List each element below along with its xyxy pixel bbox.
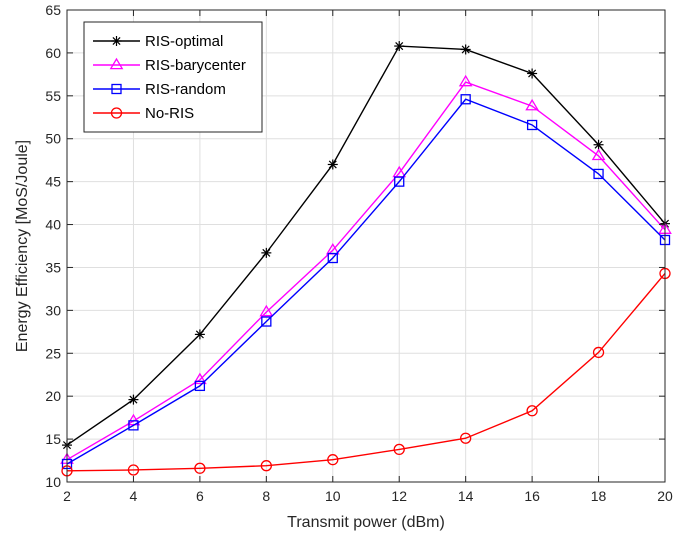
data-point-no-ris [526, 405, 538, 417]
data-point-no-ris [260, 460, 272, 472]
x-tick-label: 18 [591, 488, 607, 504]
series-ris-random [61, 94, 671, 470]
y-tick-label: 45 [45, 174, 61, 190]
series-line-ris-barycenter [66, 81, 666, 461]
y-tick-label: 60 [45, 45, 61, 61]
legend-label: RIS-random [145, 81, 226, 98]
x-tick-label: 4 [130, 488, 138, 504]
legend-label: No-RIS [145, 105, 194, 122]
legend-label: RIS-optimal [145, 33, 223, 50]
data-point-no-ris [127, 464, 140, 476]
data-point-ris-random [194, 380, 206, 392]
data-point-ris-random [460, 94, 471, 105]
data-point-no-ris [460, 432, 472, 444]
data-point-ris-random [593, 168, 604, 180]
series-line-no-ris [66, 273, 666, 472]
data-point-no-ris [194, 462, 206, 474]
data-point-ris-random [526, 119, 538, 131]
legend: RIS-optimal RIS-barycenter RIS-random No-RI… [83, 21, 263, 133]
legend-entry-ris-random: RIS-random [93, 81, 226, 98]
data-point-ris-optimal [327, 159, 338, 170]
y-tick-label: 20 [45, 388, 61, 404]
series-no-ris [61, 267, 671, 477]
legend-entry-ris-barycenter: RIS-barycenter [93, 57, 246, 74]
data-point-ris-barycenter [525, 98, 539, 111]
x-tick-label: 20 [657, 488, 673, 504]
x-tick-label: 8 [262, 488, 270, 504]
legend-label: RIS-barycenter [145, 57, 246, 74]
y-tick-label: 15 [45, 431, 61, 447]
data-point-no-ris [592, 346, 605, 359]
series-line-ris-random [66, 98, 666, 465]
series-ris-barycenter [60, 74, 672, 464]
legend-entry-ris-optimal: RIS-optimal [93, 33, 223, 50]
x-axis-label: Transmit power (dBm) [287, 514, 445, 531]
data-point-no-ris [393, 443, 405, 456]
series-line-ris-optimal [66, 45, 666, 446]
data-point-no-ris [327, 454, 339, 466]
data-point-ris-optimal [527, 68, 538, 79]
legend-marker-ris-barycenter [109, 57, 124, 70]
x-tick-label: 10 [325, 488, 341, 504]
data-point-ris-barycenter [193, 372, 207, 385]
y-tick-label: 25 [45, 345, 61, 361]
y-tick-label: 30 [45, 302, 61, 318]
data-point-ris-barycenter [259, 304, 274, 317]
data-point-ris-optimal [593, 139, 604, 150]
x-tick-label: 14 [458, 488, 474, 504]
legend-marker-ris-optimal [111, 36, 122, 46]
data-point-ris-random [128, 420, 139, 431]
y-tick-label: 55 [45, 88, 61, 104]
legend-marker-no-ris [110, 107, 123, 119]
plot-frame [66, 9, 666, 483]
legend-entry-no-ris: No-RIS [93, 105, 194, 122]
data-point-ris-random [394, 176, 405, 187]
legend-marker-ris-random [111, 83, 122, 95]
y-tick-label: 40 [45, 217, 61, 233]
x-tick-label: 6 [196, 488, 204, 504]
x-tick-label: 12 [391, 488, 407, 504]
data-point-ris-optimal [394, 41, 405, 52]
data-point-ris-optimal [261, 247, 272, 258]
data-point-ris-random [261, 316, 272, 327]
x-tick-label: 2 [63, 488, 71, 504]
y-tick-label: 50 [45, 131, 61, 147]
series-layer [60, 41, 672, 477]
y-axis-label: Energy Efficiency [MoS/Joule] [14, 140, 31, 352]
data-point-ris-barycenter [458, 74, 473, 87]
y-tick-label: 10 [45, 474, 61, 490]
y-tick-label: 35 [45, 259, 61, 275]
x-tick-label: 16 [524, 488, 540, 504]
data-point-ris-optimal [194, 329, 205, 340]
data-point-ris-random [327, 252, 338, 264]
data-point-ris-optimal [460, 44, 471, 55]
y-tick-label: 65 [45, 2, 61, 18]
data-point-ris-barycenter [591, 148, 606, 161]
data-point-ris-optimal [128, 394, 139, 405]
axis-ticks: 2 4 6 8 10 12 14 16 18 20 10 15 20 25 30 35 40 45 50 55 60 65 [45, 2, 673, 504]
